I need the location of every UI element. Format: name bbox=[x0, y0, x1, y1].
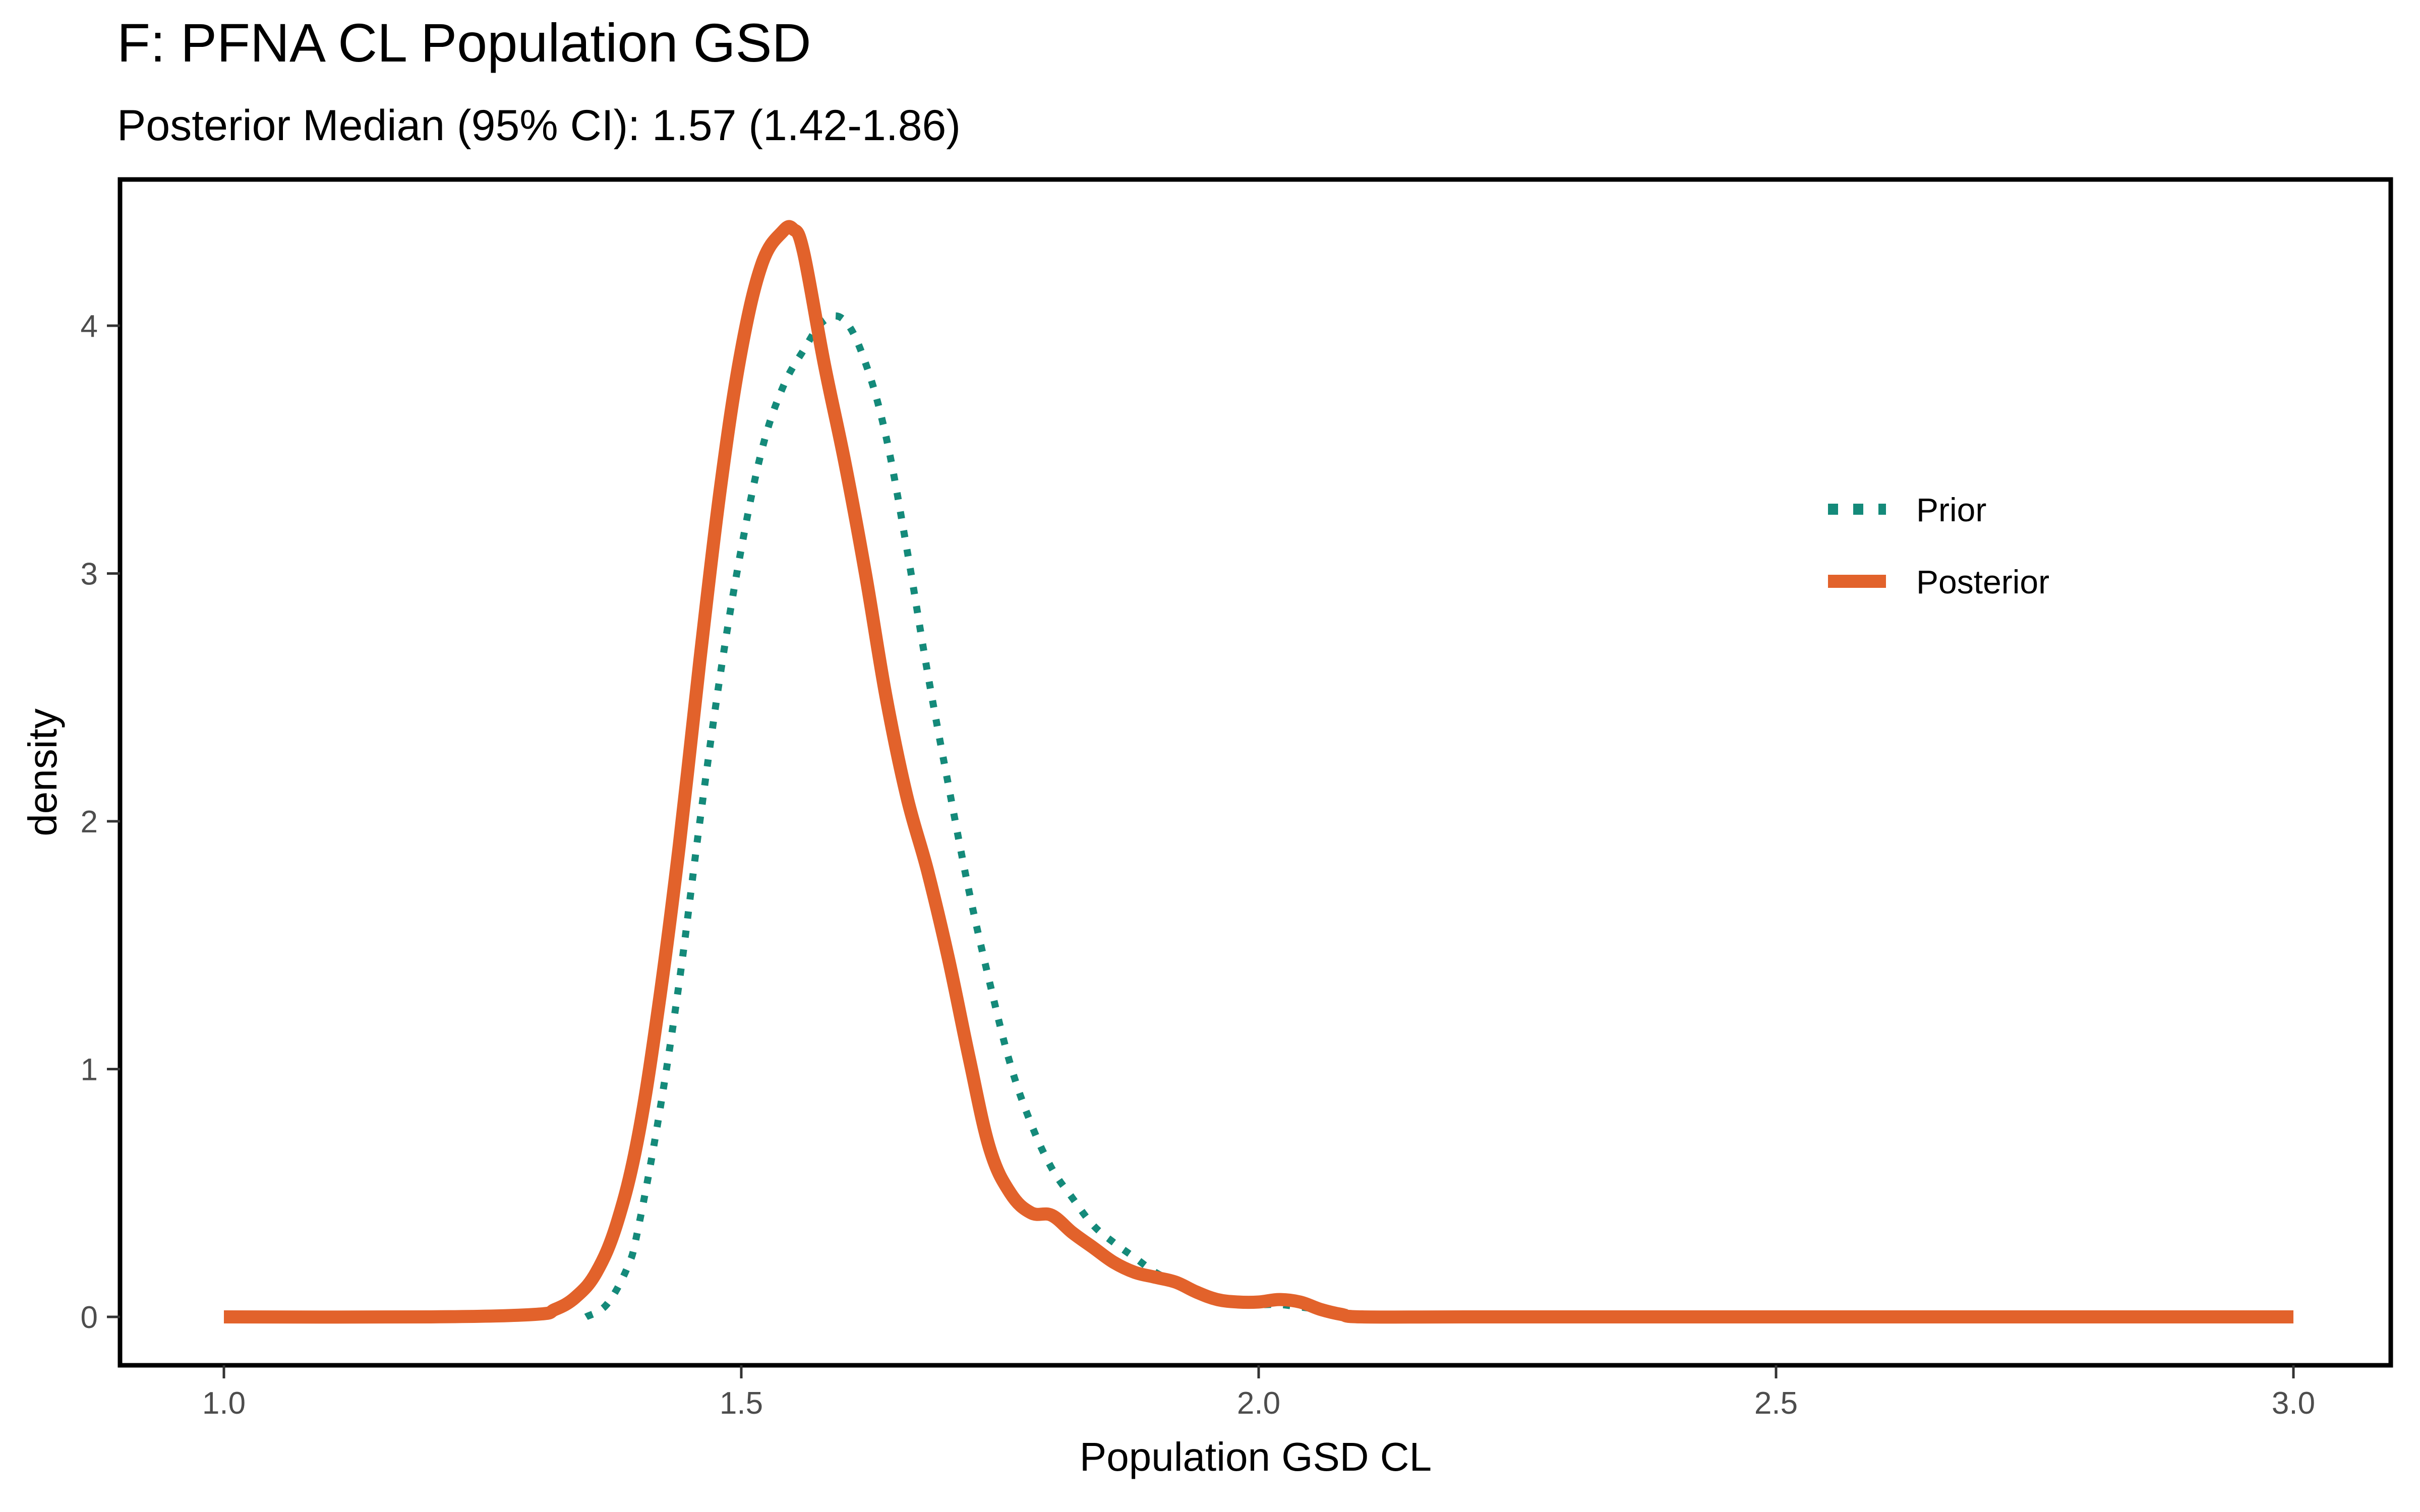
x-tick-label: 2.5 bbox=[1754, 1386, 1798, 1421]
y-tick-label: 1 bbox=[81, 1053, 98, 1087]
y-tick-label: 4 bbox=[81, 309, 98, 344]
x-axis: 1.0 1.5 2.0 2.5 3.0 bbox=[202, 1365, 2315, 1421]
y-tick-label: 3 bbox=[81, 557, 98, 592]
x-tick-label: 3.0 bbox=[2272, 1386, 2315, 1421]
y-tick-label: 2 bbox=[81, 805, 98, 839]
plot-panel-border bbox=[117, 177, 2393, 1368]
series-line-posterior bbox=[223, 220, 2293, 1324]
y-tick-label: 0 bbox=[81, 1300, 98, 1335]
legend-label-prior: Prior bbox=[1916, 491, 1986, 528]
chart-subtitle: Posterior Median (95% CI): 1.57 (1.42-1.… bbox=[117, 101, 961, 150]
legend-label-posterior: Posterior bbox=[1916, 563, 2049, 600]
series-layer bbox=[223, 220, 2293, 1324]
y-axis: 0 1 2 3 4 bbox=[81, 309, 120, 1335]
y-axis-title: density bbox=[20, 708, 65, 836]
chart-title: F: PFNA CL Population GSD bbox=[117, 12, 811, 73]
x-axis-title: Population GSD CL bbox=[1080, 1434, 1432, 1479]
x-tick-label: 1.5 bbox=[720, 1386, 763, 1421]
x-tick-label: 1.0 bbox=[202, 1386, 246, 1421]
series-line-prior bbox=[584, 312, 1384, 1320]
x-tick-label: 2.0 bbox=[1237, 1386, 1280, 1421]
legend: Prior Posterior bbox=[1828, 491, 2049, 600]
